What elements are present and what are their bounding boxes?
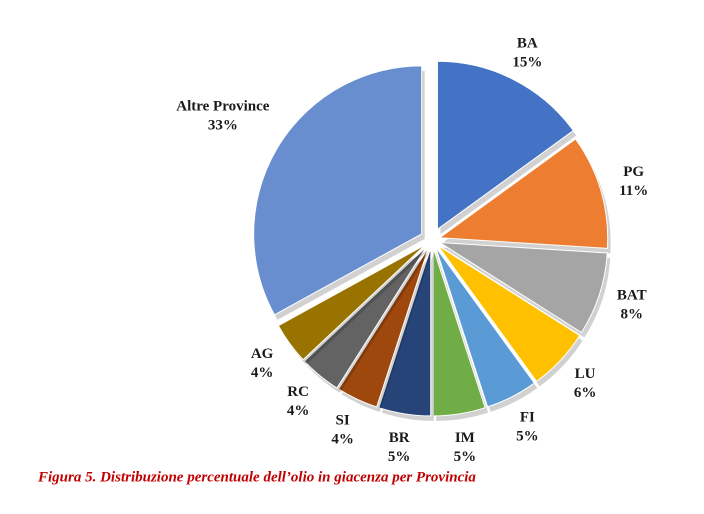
slice-label: PG bbox=[623, 164, 644, 180]
slice-value-label: 8% bbox=[620, 306, 643, 322]
slice-value-label: 5% bbox=[388, 449, 411, 465]
slice-value-label: 15% bbox=[512, 54, 542, 70]
slice bbox=[436, 60, 575, 231]
slice bbox=[253, 65, 423, 316]
slice bbox=[432, 247, 486, 417]
slice bbox=[439, 241, 608, 334]
slice-label: Altre Province bbox=[176, 99, 270, 115]
slice-label: FI bbox=[520, 410, 535, 426]
slice-value-label: 4% bbox=[287, 403, 310, 419]
caption: Figura 5. Distribuzione percentuale dell… bbox=[37, 469, 476, 485]
slice bbox=[438, 138, 609, 249]
slice-value-label: 11% bbox=[619, 183, 648, 199]
slice-value-label: 6% bbox=[574, 385, 597, 401]
slice-label: BR bbox=[389, 430, 410, 446]
slice bbox=[378, 247, 432, 417]
slice-label: RC bbox=[287, 384, 309, 400]
slice-label: AG bbox=[251, 346, 274, 362]
slice-label: IM bbox=[455, 430, 475, 446]
slice-label: LU bbox=[575, 366, 596, 382]
slice-value-label: 33% bbox=[208, 118, 238, 134]
slice bbox=[277, 244, 426, 361]
slice bbox=[303, 245, 428, 389]
slice-label: BAT bbox=[617, 287, 647, 303]
slice bbox=[435, 246, 536, 408]
slice-value-label: 4% bbox=[251, 365, 274, 381]
slice bbox=[337, 246, 430, 408]
slice-value-label: 4% bbox=[331, 431, 354, 447]
slice-value-label: 5% bbox=[516, 429, 539, 445]
slice bbox=[437, 245, 581, 383]
slice-label: BA bbox=[517, 35, 538, 51]
slice-value-label: 5% bbox=[454, 449, 477, 465]
slice-label: SI bbox=[335, 412, 349, 428]
